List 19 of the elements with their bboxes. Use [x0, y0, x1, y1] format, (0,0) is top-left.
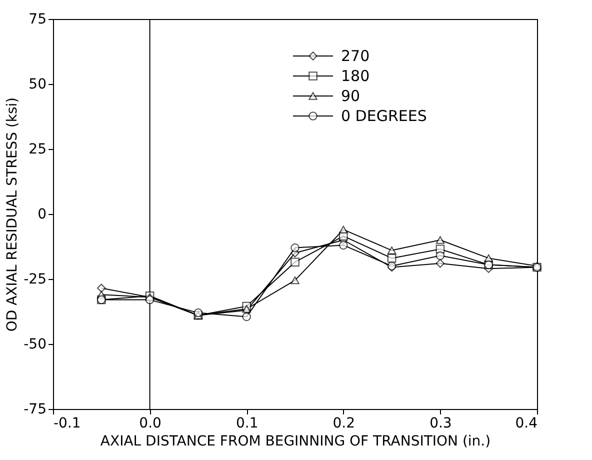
y-tick-label: 0	[38, 206, 46, 222]
x-tick-label: 0.3	[430, 416, 452, 432]
legend-label: 180	[341, 67, 370, 85]
y-tick-label: -75	[24, 402, 46, 418]
y-tick-label: -50	[24, 336, 46, 352]
legend-label: 90	[341, 87, 360, 105]
x-tick-label: 0.0	[139, 416, 162, 432]
y-tick-label: 50	[28, 76, 46, 92]
x-tick-label: 0.2	[332, 416, 356, 432]
y-tick-label: 75	[28, 12, 46, 28]
x-tick-label: -0.1	[54, 416, 81, 432]
legend-label: 270	[341, 47, 370, 65]
y-tick-label: -25	[24, 272, 46, 288]
y-tick-label: 25	[28, 142, 46, 158]
y-axis-title: OD AXIAL RESIDUAL STRESS (ksi)	[4, 97, 21, 332]
x-tick-label: 0.4	[515, 416, 538, 432]
x-tick-label: 0.1	[236, 416, 258, 432]
x-axis-title: AXIAL DISTANCE FROM BEGINNING OF TRANSITION (in.)	[100, 434, 491, 450]
legend-label: 0 DEGREES	[341, 107, 427, 125]
